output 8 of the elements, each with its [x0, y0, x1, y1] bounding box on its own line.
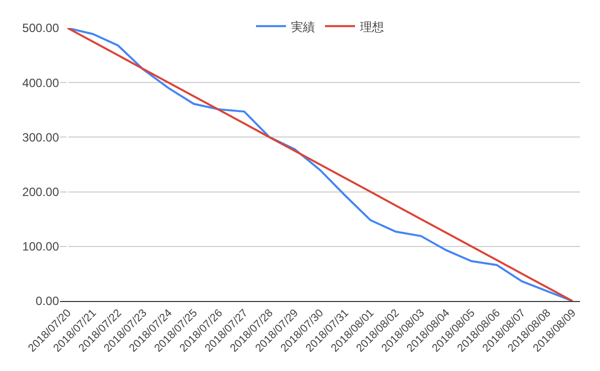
y-tick-label: 500.00 [22, 21, 60, 36]
y-tick-label: 300.00 [22, 130, 60, 144]
y-tick-label: 100.00 [22, 240, 60, 254]
legend-label: 実績 [291, 20, 315, 34]
y-tick-label: 0.00 [36, 294, 60, 308]
legend-label: 理想 [360, 20, 384, 34]
y-tick-label: 400.00 [22, 76, 60, 90]
y-tick-label: 200.00 [22, 185, 60, 199]
